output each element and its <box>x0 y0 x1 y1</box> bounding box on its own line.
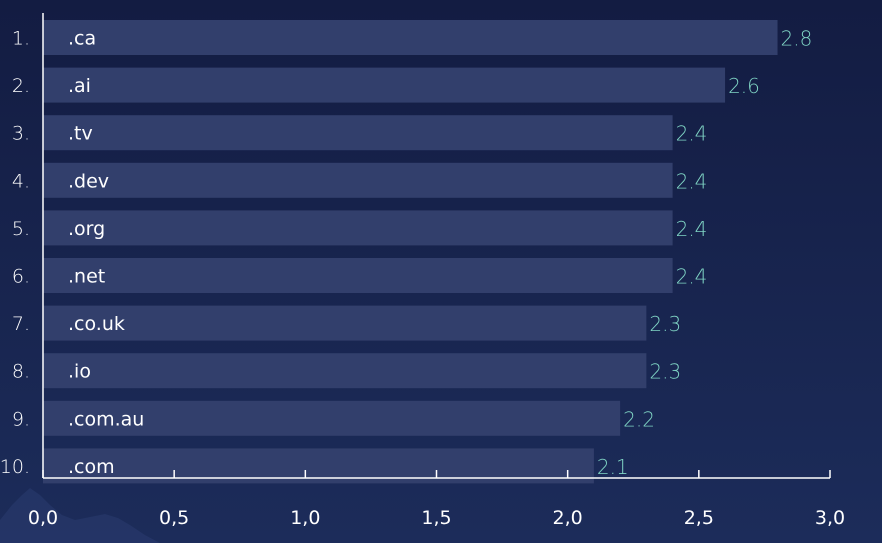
x-tick-label: 2,5 <box>684 507 714 529</box>
value-label: 2.4 <box>676 265 708 289</box>
bar-6 <box>43 258 673 293</box>
category-label: .ai <box>68 75 91 97</box>
rank-label: 4. <box>12 170 30 192</box>
value-label: 2.4 <box>676 122 708 146</box>
value-label: 2.4 <box>676 169 708 193</box>
category-label: .co.uk <box>68 313 125 335</box>
category-label: .tv <box>68 123 93 145</box>
category-label: .ca <box>68 28 96 50</box>
rank-label: 9. <box>12 408 30 430</box>
x-tick-label: 0,0 <box>28 507 58 529</box>
bar-4 <box>43 162 673 198</box>
value-label: 2.4 <box>676 217 708 241</box>
bars-layer <box>43 20 778 484</box>
category-label: .org <box>68 218 105 240</box>
rank-label: 1. <box>12 28 30 50</box>
bar-3 <box>43 115 673 151</box>
category-label: .dev <box>68 170 109 192</box>
rank-label: 3. <box>12 123 30 145</box>
rank-label: 7. <box>12 313 30 335</box>
category-label: .io <box>68 361 91 383</box>
mountain-silhouette <box>0 488 160 543</box>
x-tick-label: 0,5 <box>159 507 189 529</box>
x-tick-label: 1,5 <box>421 507 451 529</box>
value-label: 2.1 <box>597 455 629 479</box>
bar-1 <box>43 20 778 55</box>
x-tick-label: 1,0 <box>290 507 320 529</box>
category-label: .com.au <box>68 408 144 430</box>
rank-label: 10. <box>0 456 30 478</box>
category-label: .net <box>68 266 105 288</box>
rank-label: 8. <box>12 361 30 383</box>
rank-label: 2. <box>12 75 30 97</box>
value-label: 2.3 <box>649 312 681 336</box>
bar-9 <box>43 400 621 436</box>
value-label: 2.6 <box>728 74 760 98</box>
bar-7 <box>43 305 647 341</box>
x-tick-label: 2,0 <box>553 507 583 529</box>
value-label: 2.2 <box>623 407 655 431</box>
value-label: 2.8 <box>781 27 813 51</box>
rank-label: 5. <box>12 218 30 240</box>
bar-8 <box>43 353 647 389</box>
labels-layer: 1. .ca 2.8 2. .ai 2.6 3. .tv 2.4 4. .dev 2.4 5. .org 2… <box>0 27 812 479</box>
axis-layer: 0,0 0,5 1,0 1,5 2,0 2,5 3,0 <box>28 13 845 529</box>
x-tick-label: 3,0 <box>815 507 845 529</box>
rank-label: 6. <box>12 266 30 288</box>
category-label: .com <box>68 456 115 478</box>
value-label: 2.3 <box>649 360 681 384</box>
bar-5 <box>43 210 673 246</box>
bar-2 <box>43 67 726 103</box>
